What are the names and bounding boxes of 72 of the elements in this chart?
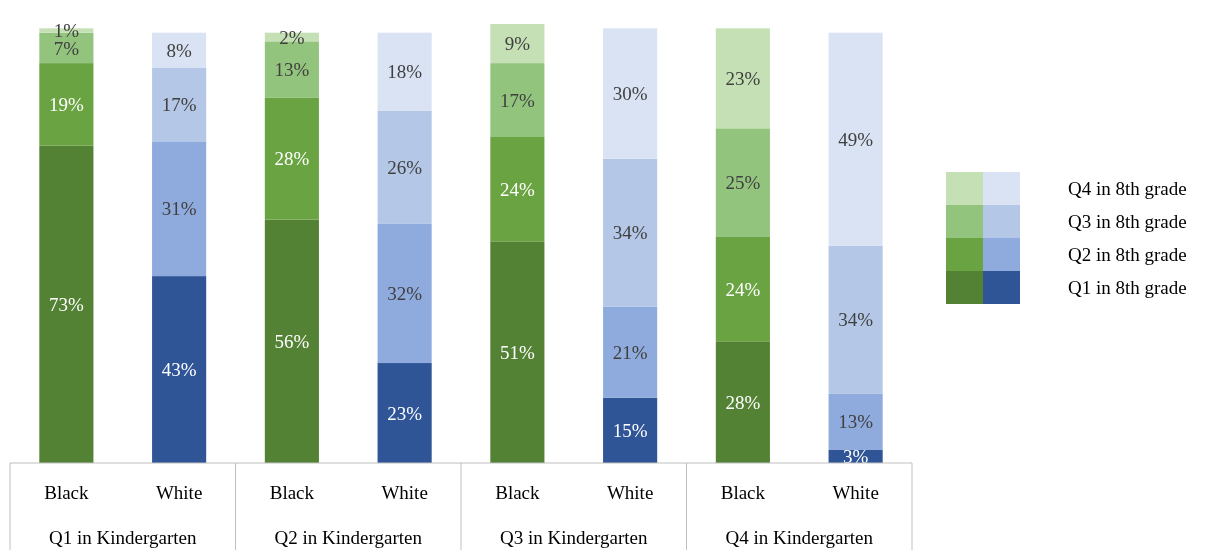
text: Q1 in 8th grade: [1068, 276, 1187, 298]
data-label: 24%: [499, 178, 535, 200]
x-tick-label: Black: [720, 482, 766, 503]
data-label: 8%: [166, 39, 192, 61]
x-tick-label: White: [606, 482, 654, 503]
data-label: 17%: [161, 94, 197, 116]
bar: [828, 32, 883, 246]
bar: [715, 128, 770, 237]
x-tick-label: White: [155, 482, 203, 503]
bar: [152, 67, 207, 142]
bar: [152, 141, 207, 277]
data-label: 17%: [499, 89, 535, 111]
x-tick-label: Black: [44, 482, 90, 503]
bar: [828, 393, 883, 450]
data-label: 28%: [725, 391, 761, 413]
bar: [377, 363, 432, 463]
data-label: 3%: [842, 446, 869, 468]
bar: [490, 241, 545, 463]
bar: [377, 110, 432, 224]
data-label: 2%: [279, 26, 305, 48]
data-label: 18%: [387, 61, 423, 83]
data-label: 32%: [387, 283, 423, 305]
data-label: 13%: [838, 411, 874, 433]
text: Q4 in 8th grade: [1068, 177, 1187, 199]
data-label: 19%: [48, 94, 84, 116]
data-label: 21%: [612, 341, 648, 363]
data-label: 23%: [387, 402, 423, 424]
bar: [603, 306, 658, 398]
bar: [377, 32, 432, 111]
bar: [715, 28, 770, 129]
x-tick-label: Black: [495, 482, 541, 503]
bar: [39, 63, 94, 146]
bar: [715, 236, 770, 342]
bar: [603, 28, 658, 159]
text: Q1 in Kindergarten: [49, 527, 197, 548]
data-label: 15%: [612, 420, 648, 442]
text: Q2 in Kindergarten: [274, 527, 423, 548]
bar: [39, 145, 94, 463]
data-label: 23%: [725, 67, 761, 89]
bar: [152, 276, 207, 463]
data-label: 26%: [387, 157, 423, 179]
data-label: 34%: [612, 222, 648, 244]
bar: [264, 219, 319, 463]
data-label: 24%: [725, 278, 761, 300]
data-label: 30%: [612, 83, 648, 105]
bar: [490, 24, 545, 64]
bar: [490, 63, 545, 138]
bar: [603, 397, 658, 463]
x-tick-label: Black: [269, 482, 315, 503]
data-label: 28%: [274, 148, 310, 170]
text: Q4 in Kindergarten: [725, 527, 874, 548]
bar: [377, 223, 432, 364]
x-tick-label: White: [832, 482, 879, 503]
data-label: 13%: [274, 59, 310, 81]
bar: [828, 245, 883, 394]
data-label: 25%: [725, 172, 761, 194]
data-label: 43%: [161, 359, 197, 381]
bar: [715, 341, 770, 463]
bar: [264, 97, 319, 220]
text: Q3 in 8th grade: [1068, 210, 1187, 232]
data-label: 31%: [161, 198, 197, 220]
bar: [603, 158, 658, 307]
data-label: 56%: [274, 330, 310, 352]
data-label: 9%: [504, 33, 531, 55]
text: Q3 in Kindergarten: [500, 527, 648, 548]
data-label: 34%: [838, 309, 874, 331]
bar: [490, 137, 545, 242]
text: Q2 in 8th grade: [1068, 243, 1187, 265]
data-label: 73%: [48, 294, 84, 315]
data-label: 51%: [499, 341, 535, 363]
data-label: 49%: [838, 128, 874, 150]
x-tick-label: White: [381, 482, 428, 503]
